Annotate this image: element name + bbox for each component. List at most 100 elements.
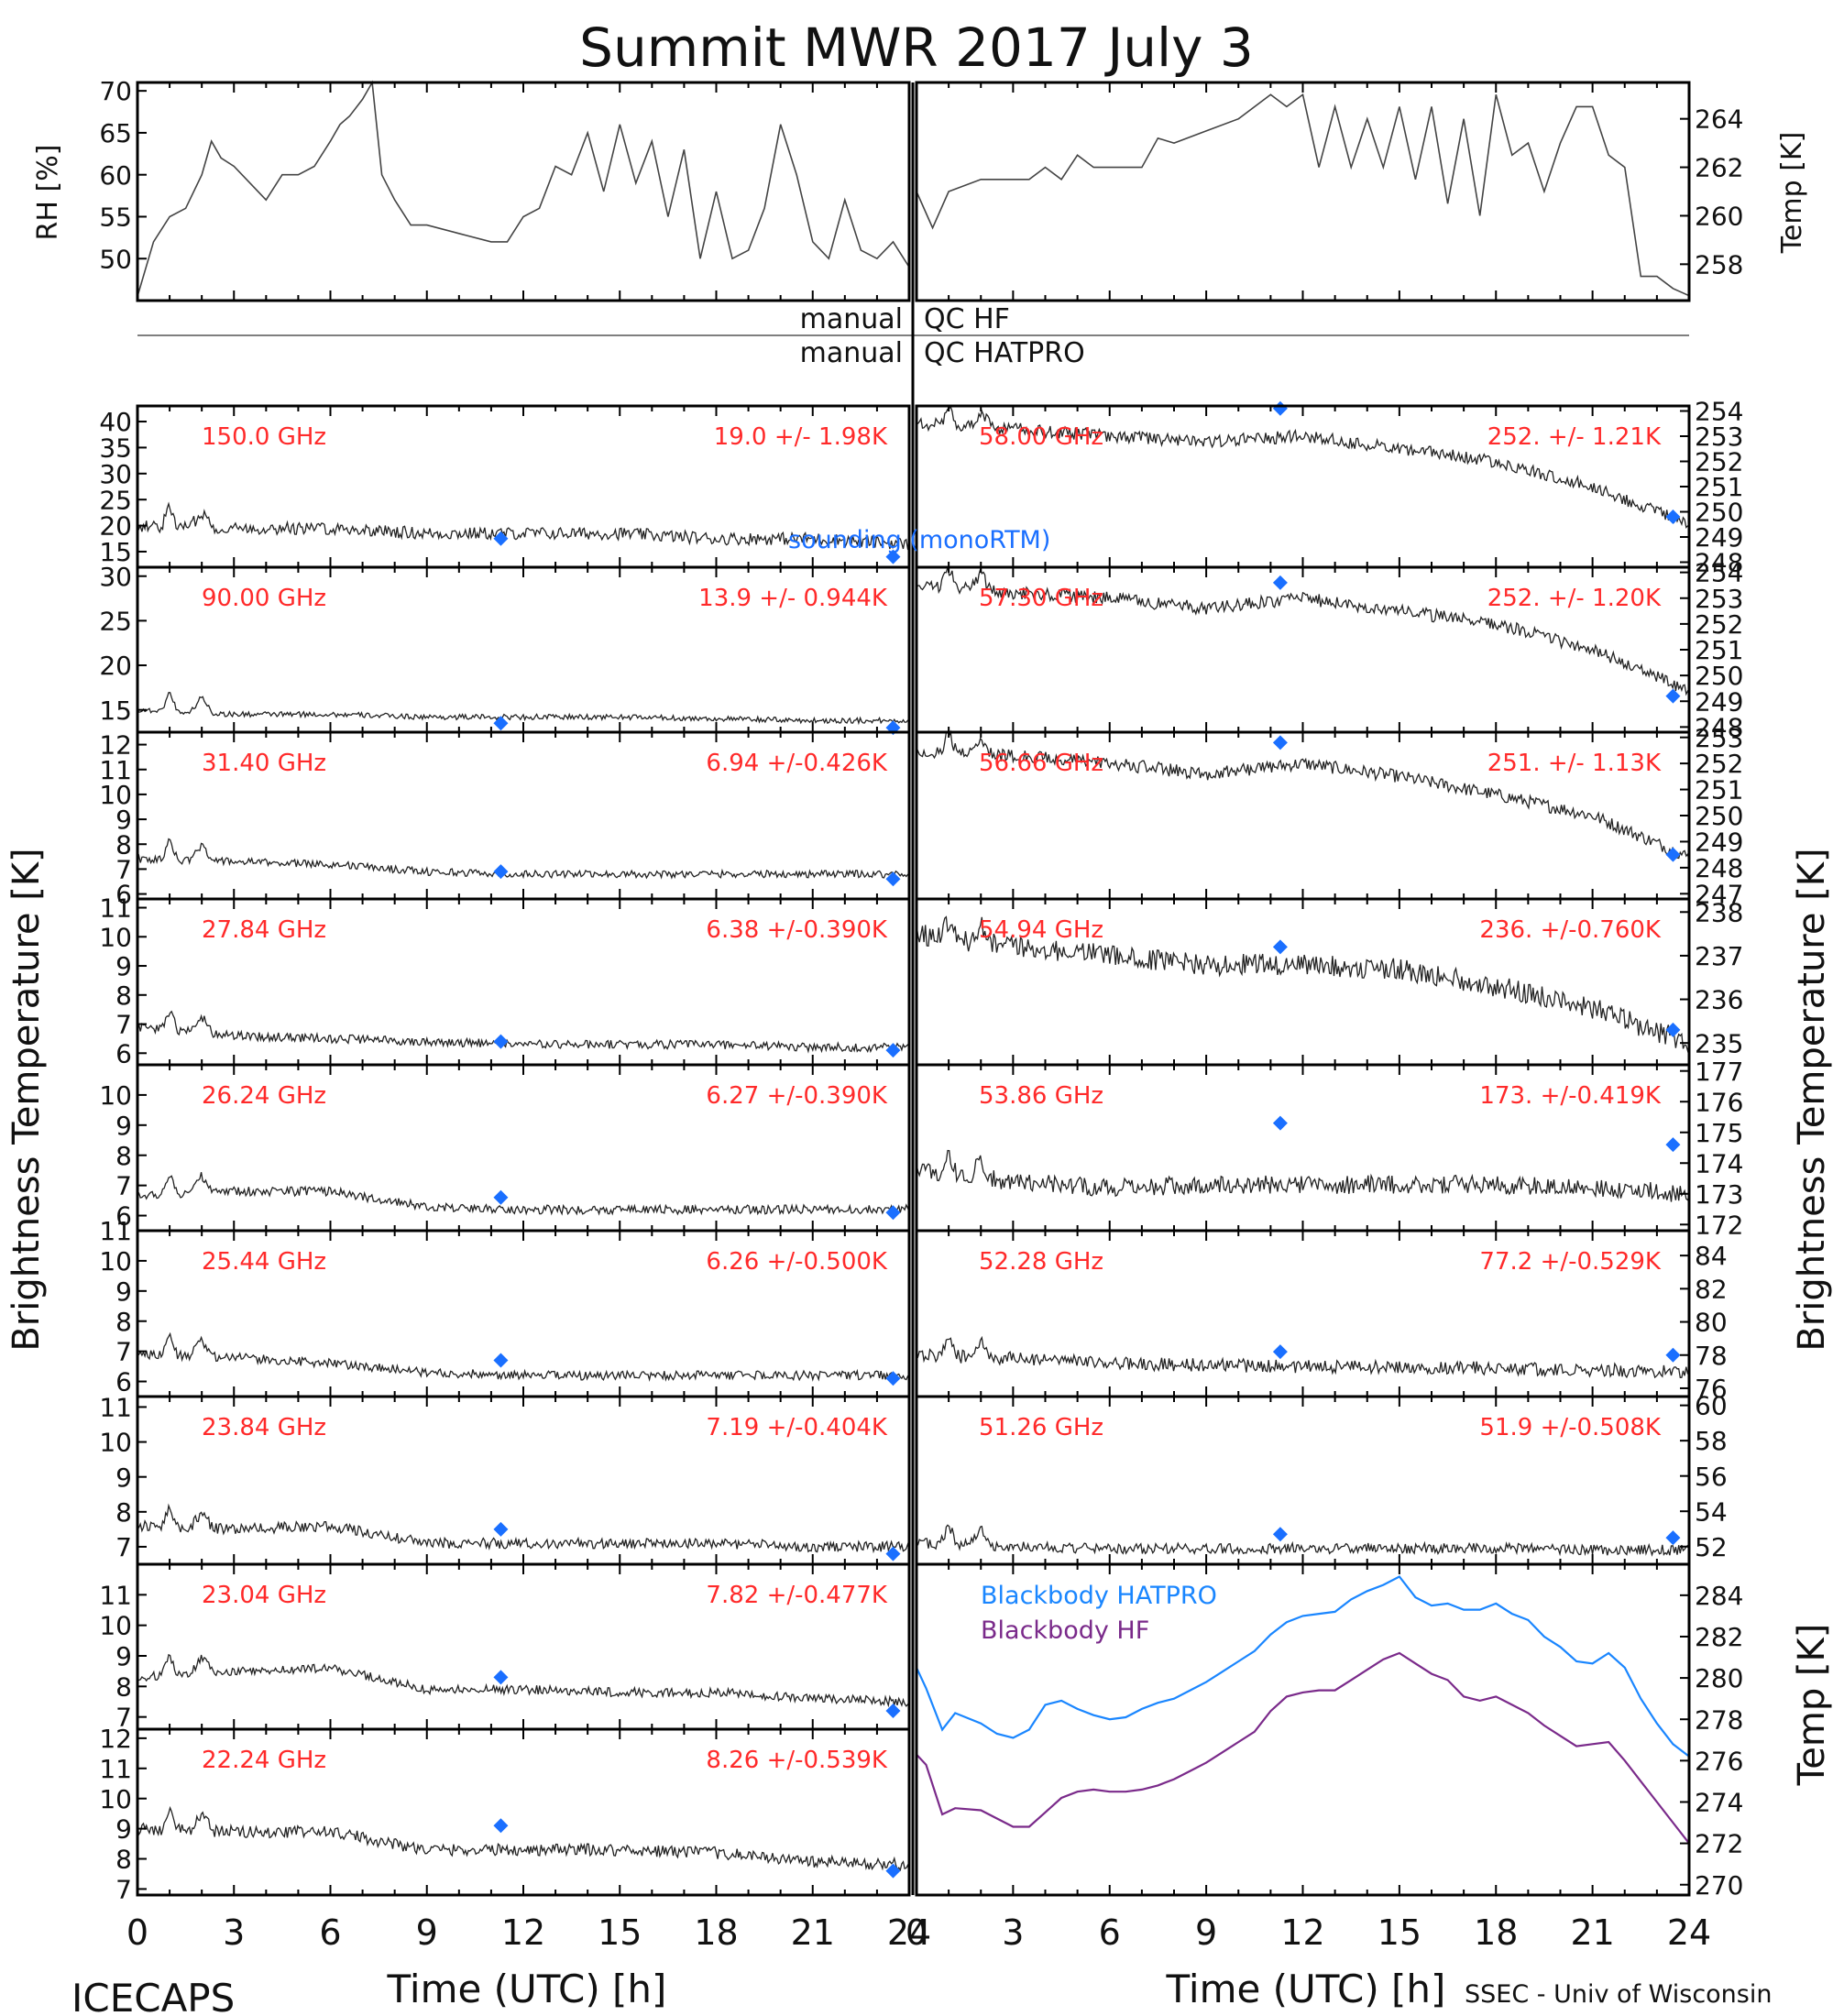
channel-frequency: 53.86 GHz	[979, 1082, 1103, 1110]
legend-blackbody-hf: Blackbody HF	[981, 1616, 1149, 1645]
qc-hf-left: manual	[800, 303, 903, 335]
y-tick-label: 272	[1695, 1829, 1743, 1859]
sounding-point	[493, 864, 509, 880]
sounding-point	[1665, 1137, 1681, 1153]
channel-trace	[137, 1331, 910, 1382]
y-tick-label: 10	[99, 922, 132, 952]
channel-trace	[916, 1149, 1690, 1202]
y-tick-label: 177	[1695, 1057, 1743, 1087]
y-tick-label: 251	[1695, 775, 1743, 805]
blackbody-line	[916, 1575, 1690, 1758]
y-tick-label: 12	[99, 730, 132, 761]
y-tick-label: 254	[1695, 558, 1743, 588]
y-tick-label: 30	[99, 459, 132, 489]
y-tick-label: 10	[99, 1246, 132, 1276]
sounding-point	[1272, 939, 1288, 955]
sounding-point	[1665, 847, 1681, 862]
footer-ssec: SSEC - Univ of Wisconsin	[1465, 1980, 1772, 2009]
x-tick-label: 6	[1099, 1912, 1121, 1953]
y-tick-label: 8	[115, 1141, 132, 1171]
channel-stats: 6.27 +/-0.390K	[706, 1082, 888, 1110]
y-tick-label: 274	[1695, 1788, 1743, 1818]
y-tick-label: 248	[1695, 548, 1743, 578]
y-tick-label: 11	[99, 1216, 132, 1246]
y-tick-label: 8	[115, 1845, 132, 1875]
y-tick-label: 7	[115, 1337, 132, 1367]
rh-axis-label: RH [%]	[32, 145, 64, 241]
y-tick-label: 25	[99, 606, 132, 636]
sounding-point	[885, 1863, 901, 1879]
chart-title: Summit MWR 2017 July 3	[579, 16, 1254, 79]
channel-frequency: 25.44 GHz	[202, 1248, 326, 1276]
channel-stats: 173. +/-0.419K	[1479, 1082, 1662, 1110]
sounding-label: sounding (monoRTM)	[788, 526, 1050, 554]
y-tick-label: 282	[1695, 1622, 1743, 1652]
y-tick-label: 284	[1695, 1581, 1743, 1611]
y-tick-label: 249	[1695, 827, 1743, 858]
y-tick-label: 252	[1695, 749, 1743, 779]
sounding-point	[1665, 1022, 1681, 1037]
y-tick-label: 250	[1695, 498, 1743, 528]
channel-frequency: 52.28 GHz	[979, 1248, 1103, 1276]
trace-layer	[137, 80, 1690, 1879]
y-tick-label: 9	[115, 1111, 132, 1141]
channel-stats: 236. +/-0.760K	[1479, 916, 1662, 944]
channel-frequency: 58.00 GHz	[979, 423, 1103, 451]
y-tick-label: 236	[1695, 985, 1743, 1015]
channel-trace	[137, 1653, 910, 1708]
sounding-point	[493, 1034, 509, 1049]
y-tick-label: 20	[99, 511, 132, 542]
y-tick-label: 10	[99, 1428, 132, 1458]
y-tick-label: 76	[1695, 1374, 1728, 1404]
time-axis-label-left: Time (UTC) [h]	[387, 1967, 667, 2011]
channel-trace	[137, 1010, 910, 1054]
sounding-point	[1272, 735, 1288, 751]
x-tick-label: 15	[598, 1912, 642, 1953]
y-tick-label: 262	[1695, 153, 1743, 183]
y-tick-label: 70	[99, 76, 132, 106]
y-tick-label: 7	[115, 854, 132, 884]
x-tick-label: 0	[126, 1912, 148, 1953]
sounding-point	[493, 1521, 509, 1537]
y-tick-label: 80	[1695, 1308, 1728, 1338]
channel-stats: 19.0 +/- 1.98K	[714, 423, 888, 451]
time-axis-label-right: Time (UTC) [h]	[1166, 1967, 1446, 2011]
channel-trace	[137, 1503, 910, 1554]
y-tick-label: 6	[115, 1367, 132, 1397]
qc-hatpro-left: manual	[800, 337, 903, 369]
channel-stats: 251. +/- 1.13K	[1487, 750, 1662, 777]
y-tick-label: 260	[1695, 202, 1743, 232]
y-tick-label: 56	[1695, 1462, 1728, 1492]
footer-icecaps: ICECAPS	[71, 1976, 235, 2016]
sounding-point	[493, 1189, 509, 1205]
sounding-point	[1272, 1115, 1288, 1131]
y-tick-label: 40	[99, 407, 132, 437]
x-tick-label: 3	[1002, 1912, 1024, 1953]
y-tick-label: 276	[1695, 1746, 1743, 1776]
channel-frequency: 23.84 GHz	[202, 1414, 326, 1441]
y-tick-label: 7	[115, 1532, 132, 1562]
channel-frequency: 51.26 GHz	[979, 1414, 1103, 1441]
sounding-point	[885, 871, 901, 887]
y-tick-label: 9	[115, 1463, 132, 1493]
channel-stats: 6.38 +/-0.390K	[706, 916, 888, 944]
channel-trace	[137, 838, 910, 880]
y-tick-label: 251	[1695, 635, 1743, 665]
x-tick-label: 21	[1570, 1912, 1614, 1953]
sounding-point	[493, 1353, 509, 1368]
sounding-point	[1272, 400, 1288, 416]
y-tick-label: 172	[1695, 1210, 1743, 1240]
y-tick-label: 250	[1695, 801, 1743, 831]
y-tick-label: 249	[1695, 686, 1743, 717]
y-tick-label: 6	[115, 1038, 132, 1068]
y-tick-label: 252	[1695, 447, 1743, 477]
y-tick-label: 258	[1695, 249, 1743, 279]
sounding-point	[885, 549, 901, 564]
y-tick-label: 250	[1695, 661, 1743, 691]
y-tick-label: 237	[1695, 941, 1743, 971]
channel-trace	[137, 692, 910, 726]
y-tick-label: 8	[115, 981, 132, 1011]
y-tick-label: 10	[99, 1080, 132, 1111]
x-tick-label: 24	[887, 1912, 931, 1953]
y-tick-label: 78	[1695, 1341, 1728, 1371]
